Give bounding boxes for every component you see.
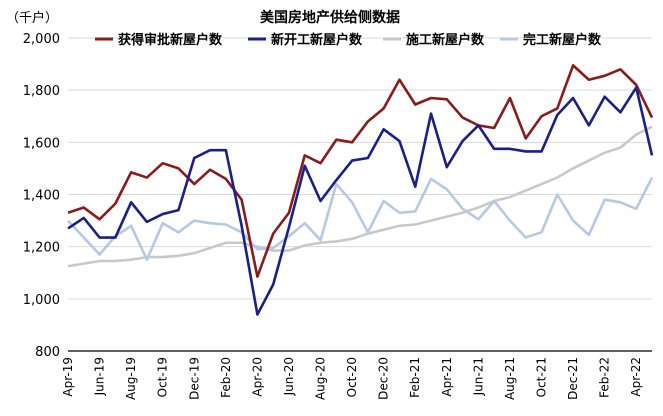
x-tick-label: Apr-22 <box>629 357 643 397</box>
axis-layer: 800 1,000 1,200 1,400 1,600 1,800 2,000 Apr-19 J… <box>23 32 652 400</box>
y-tick-label: 1,800 <box>23 84 60 99</box>
legend-label: 完工新屋户数 <box>523 32 602 48</box>
x-tick-label: Feb-20 <box>219 357 233 398</box>
x-tick-label: Feb-22 <box>598 357 612 398</box>
series-line-2 <box>67 125 653 268</box>
x-tick-label: Jun-20 <box>282 357 296 396</box>
x-tick-label: Oct-19 <box>156 357 170 397</box>
x-tick-label: Oct-21 <box>535 357 549 397</box>
legend: 获得审批新屋户数 新开工新屋户数 施工新屋户数 完工新屋户数 <box>95 32 602 48</box>
x-tick-label: Apr-19 <box>61 357 75 397</box>
series-line-3 <box>67 176 654 262</box>
x-tick-label: Dec-21 <box>566 357 580 400</box>
x-tick-label: Jun-21 <box>471 357 485 396</box>
y-tick-label: 1,000 <box>23 293 60 308</box>
series-line-0 <box>67 64 654 278</box>
x-tick-label: Apr-20 <box>250 357 264 397</box>
x-tick-label: Oct-20 <box>345 357 359 397</box>
series-layer <box>67 64 654 316</box>
chart-title: 美国房地产供给侧数据 <box>260 9 400 26</box>
y-tick-label: 1,400 <box>23 189 60 204</box>
y-tick-label: 1,600 <box>23 136 60 151</box>
y-tick-label: 800 <box>35 345 60 360</box>
series-line-1 <box>67 86 654 316</box>
x-tick-label: Dec-20 <box>377 357 391 400</box>
x-tick-label: Aug-20 <box>314 357 328 400</box>
legend-label: 获得审批新屋户数 <box>118 32 223 48</box>
x-tick-label: Apr-21 <box>440 357 454 397</box>
x-tick-label: Feb-21 <box>408 357 422 398</box>
y-axis-unit-label: （千户） <box>6 10 58 26</box>
x-tick-label: Dec-19 <box>187 357 201 400</box>
x-tick-label: Jun-19 <box>93 357 107 396</box>
legend-label: 施工新屋户数 <box>406 32 485 48</box>
y-tick-label: 2,000 <box>23 32 60 47</box>
y-tick-label: 1,200 <box>23 241 60 256</box>
x-tick-label: Aug-19 <box>124 357 138 400</box>
grid-layer <box>68 37 652 300</box>
legend-label: 新开工新屋户数 <box>271 32 363 48</box>
x-tick-label: Aug-21 <box>503 357 517 400</box>
